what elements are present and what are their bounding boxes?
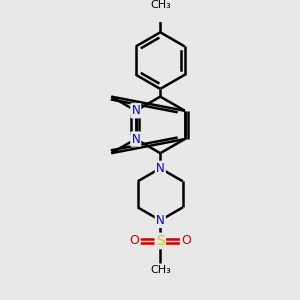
Text: CH₃: CH₃ (150, 0, 171, 10)
Text: S: S (156, 234, 165, 248)
Text: N: N (131, 104, 140, 117)
Text: N: N (131, 133, 140, 146)
Text: CH₃: CH₃ (150, 265, 171, 275)
Text: O: O (181, 234, 191, 248)
Text: O: O (130, 234, 140, 248)
Text: N: N (156, 214, 165, 227)
Text: N: N (156, 162, 165, 175)
